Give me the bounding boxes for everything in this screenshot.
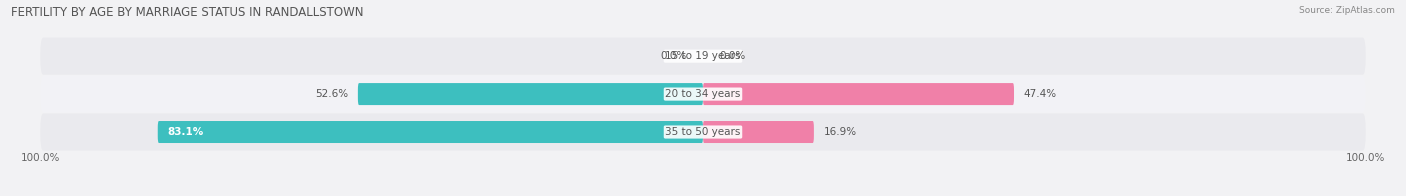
Text: 15 to 19 years: 15 to 19 years xyxy=(665,51,741,61)
Text: 20 to 34 years: 20 to 34 years xyxy=(665,89,741,99)
Text: 16.9%: 16.9% xyxy=(824,127,856,137)
FancyBboxPatch shape xyxy=(41,38,1365,75)
Text: 83.1%: 83.1% xyxy=(167,127,204,137)
Text: 35 to 50 years: 35 to 50 years xyxy=(665,127,741,137)
FancyBboxPatch shape xyxy=(703,121,814,143)
Text: Source: ZipAtlas.com: Source: ZipAtlas.com xyxy=(1299,6,1395,15)
Text: FERTILITY BY AGE BY MARRIAGE STATUS IN RANDALLSTOWN: FERTILITY BY AGE BY MARRIAGE STATUS IN R… xyxy=(11,6,364,19)
FancyBboxPatch shape xyxy=(157,121,703,143)
Text: 52.6%: 52.6% xyxy=(315,89,349,99)
FancyBboxPatch shape xyxy=(41,113,1365,151)
FancyBboxPatch shape xyxy=(703,83,1014,105)
Text: 100.0%: 100.0% xyxy=(21,152,60,162)
Text: 100.0%: 100.0% xyxy=(1346,152,1385,162)
FancyBboxPatch shape xyxy=(359,83,703,105)
Text: 0.0%: 0.0% xyxy=(720,51,745,61)
Text: 47.4%: 47.4% xyxy=(1024,89,1057,99)
FancyBboxPatch shape xyxy=(41,75,1365,113)
Text: 0.0%: 0.0% xyxy=(661,51,686,61)
